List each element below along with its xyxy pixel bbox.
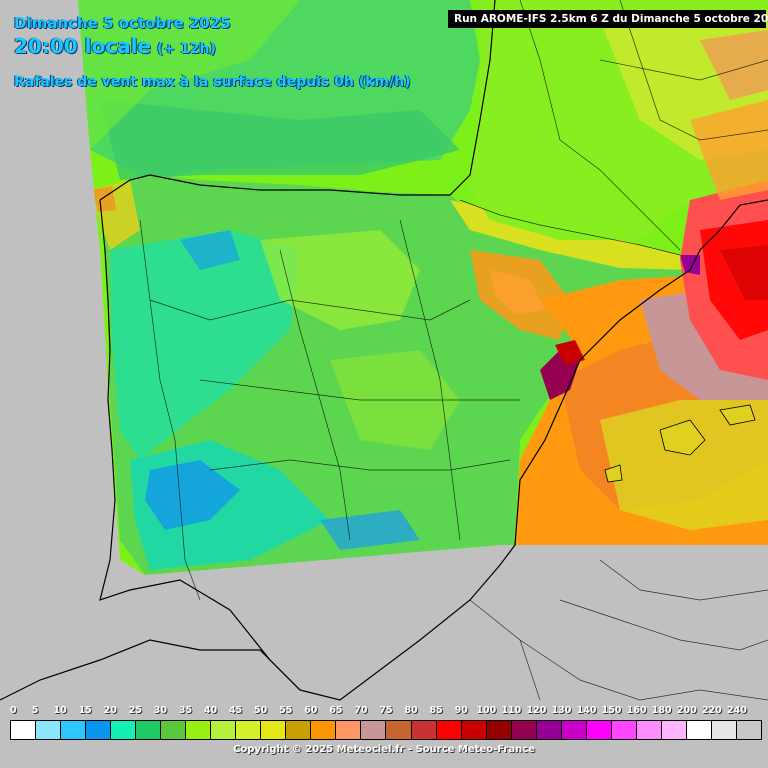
scale-swatch [611,721,637,739]
scale-swatch [36,721,62,739]
scale-swatch [661,721,687,739]
scale-tick-label: 90 [454,705,468,716]
scale-swatch [411,721,437,739]
scale-tick-label: 10 [53,705,67,716]
scale-swatch [161,721,187,739]
scale-swatch [136,721,162,739]
scale-tick-label: 100 [476,705,497,716]
scale-swatch [736,721,761,739]
scale-ticks: 0 5 10 15 20 25 30 35 40 45 50 55 60 65 70 75 80 85 90 100 1… [10,705,762,719]
scale-tick-label: 200 [676,705,697,716]
scale-tick-label: 5 [31,705,39,716]
scale-swatch [336,721,362,739]
scale-tick-label: 55 [279,705,293,716]
scale-swatch [586,721,612,739]
scale-tick-label: 180 [651,705,672,716]
scale-swatch [261,721,287,739]
scale-tick-label: 80 [404,705,418,716]
scale-swatch [86,721,112,739]
scale-tick-label: 240 [727,705,747,716]
scale-swatch [11,721,37,739]
scale-tick-label: 150 [601,705,622,716]
scale-swatch [511,721,537,739]
scale-tick-label: 65 [329,705,343,716]
scale-tick-label: 45 [228,705,243,716]
scale-swatch [386,721,412,739]
copyright: Copyright © 2025 Meteociel.fr - Source M… [233,744,535,755]
scale-swatch [536,721,562,739]
scale-tick-label: 70 [354,705,368,716]
scale-swatch [286,721,312,739]
scale-swatch [486,721,512,739]
scale-tick-label: 40 [203,705,218,716]
color-scale: 0 5 10 15 20 25 30 35 40 45 50 55 60 65 70 75 80 85 90 100 1… [10,705,762,741]
scale-tick-label: 85 [429,705,443,716]
time-text: 20:00 locale [14,34,151,58]
run-info: Run AROME-IFS 2.5km 6 Z du Dimanche 5 oc… [448,10,768,28]
scale-swatch [361,721,387,739]
scale-tick-label: 50 [254,705,268,716]
scale-tick-label: 35 [178,705,193,716]
scale-swatch [636,721,662,739]
scale-swatch [561,721,587,739]
scale-swatch [461,721,487,739]
scale-swatch [111,721,137,739]
lead-time: (+ 12h) [157,41,216,57]
scale-swatch [61,721,87,739]
scale-tick-label: 140 [576,705,597,716]
scale-tick-label: 120 [526,705,547,716]
scale-swatch [186,721,212,739]
borders [139,0,768,701]
scale-swatch [436,721,462,739]
parameter-title: Rafales de vent max à la surface depuis … [14,74,411,90]
scale-swatch [711,721,737,739]
date-line: Dimanche 5 octobre 2025 [14,14,231,32]
scale-tick-label: 160 [626,705,647,716]
scale-tick-label: 25 [128,705,142,716]
scale-tick-label: 30 [153,705,168,716]
scale-swatches [10,720,762,740]
coastlines [0,0,768,701]
scale-swatch [686,721,712,739]
time-line: 20:00 locale (+ 12h) [14,34,216,58]
scale-tick-label: 15 [78,705,92,716]
scale-tick-label: 20 [103,705,117,716]
scale-tick-label: 130 [551,705,572,716]
scale-swatch [211,721,237,739]
scale-tick-label: 220 [701,705,722,716]
scale-tick-label: 110 [501,705,522,716]
scale-tick-label: 60 [304,705,318,716]
scale-swatch [236,721,262,739]
scale-tick-label: 75 [379,705,393,716]
scale-swatch [311,721,337,739]
scale-tick-label: 0 [10,705,17,716]
